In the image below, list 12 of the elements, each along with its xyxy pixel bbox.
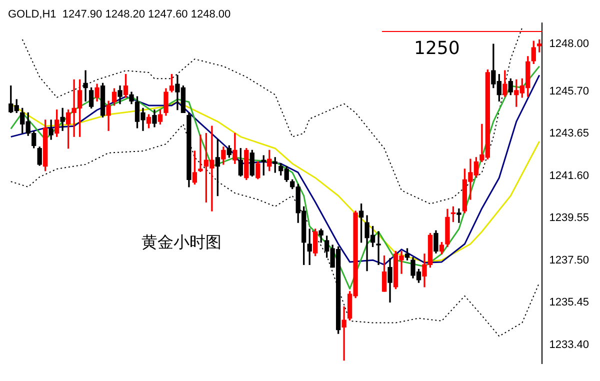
y-tick-label: 1233.40: [549, 338, 590, 351]
y-tick-label: 1235.45: [549, 296, 590, 309]
chart-title: GOLD,H1 1247.90 1248.20 1247.60 1248.00: [8, 8, 231, 21]
y-tick-label: 1245.70: [549, 85, 590, 98]
y-tick-label: 1243.65: [549, 128, 590, 140]
annotation: 黄金小时图: [142, 232, 222, 252]
y-tick-label: 1241.60: [549, 170, 590, 182]
annotation: 1250: [414, 38, 460, 59]
y-tick-label: 1248.00: [549, 38, 590, 50]
y-tick-label: 1237.50: [549, 254, 590, 266]
line-series: [22, 27, 523, 204]
y-tick-label: 1239.55: [549, 212, 590, 224]
